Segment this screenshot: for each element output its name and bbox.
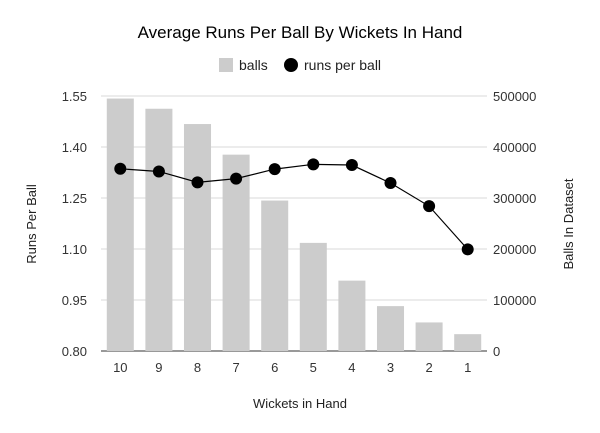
legend-swatch-balls	[219, 58, 233, 72]
x-tick-label: 1	[464, 360, 471, 375]
runs-per-ball-line	[120, 163, 469, 250]
legend-label-balls: balls	[239, 57, 268, 73]
bar-balls-6	[261, 200, 289, 351]
left-tick-label: 0.95	[62, 293, 87, 308]
right-tick-label: 200000	[493, 242, 536, 257]
legend-label-runs-per-ball: runs per ball	[304, 57, 381, 73]
left-tick-label: 1.10	[62, 242, 87, 257]
bar-balls-2	[415, 322, 443, 351]
x-axis-ticks: 10 9 8 7 6 5 4 3 2 1	[113, 360, 471, 375]
left-tick-label: 1.40	[62, 140, 87, 155]
bar-balls-4	[338, 280, 366, 351]
bar-balls-7	[222, 154, 250, 351]
right-tick-label: 300000	[493, 191, 536, 206]
bar-series	[106, 98, 482, 351]
x-tick-label: 9	[155, 360, 162, 375]
point-runs-per-ball-7	[230, 172, 243, 185]
x-tick-label: 2	[425, 360, 432, 375]
right-tick-label: 500000	[493, 89, 536, 104]
left-axis-ticks: 0.80 0.95 1.10 1.25 1.40 1.55	[62, 89, 87, 359]
right-tick-label: 0	[493, 344, 500, 359]
legend-marker-runs-per-ball	[284, 58, 298, 72]
right-tick-label: 100000	[493, 293, 536, 308]
point-runs-per-ball-2	[423, 200, 436, 213]
right-axis-title: Balls In Dataset	[561, 178, 576, 269]
x-tick-label: 3	[387, 360, 394, 375]
x-tick-label: 6	[271, 360, 278, 375]
bar-balls-1	[454, 334, 482, 351]
x-tick-label: 10	[113, 360, 127, 375]
left-axis-title: Runs Per Ball	[24, 184, 39, 264]
x-tick-label: 8	[194, 360, 201, 375]
bar-balls-8	[183, 124, 212, 351]
line-series	[114, 158, 474, 256]
right-tick-label: 400000	[493, 140, 536, 155]
left-tick-label: 0.80	[62, 344, 87, 359]
left-tick-label: 1.25	[62, 191, 87, 206]
legend: balls runs per ball	[219, 57, 381, 73]
right-axis-ticks: 0 100000 200000 300000 400000 500000	[493, 89, 536, 359]
point-runs-per-ball-3	[384, 177, 397, 190]
point-runs-per-ball-4	[345, 159, 358, 172]
point-runs-per-ball-5	[307, 158, 320, 171]
bar-balls-5	[299, 242, 327, 351]
bar-balls-10	[106, 98, 134, 351]
x-tick-label: 5	[310, 360, 317, 375]
point-runs-per-ball-6	[268, 163, 281, 176]
x-axis-title: Wickets in Hand	[253, 396, 347, 411]
bar-balls-3	[376, 306, 405, 351]
x-tick-label: 4	[348, 360, 355, 375]
left-tick-label: 1.55	[62, 89, 87, 104]
point-runs-per-ball-9	[152, 165, 165, 178]
point-runs-per-ball-1	[461, 243, 474, 256]
point-runs-per-ball-10	[114, 162, 127, 175]
point-runs-per-ball-8	[191, 176, 204, 189]
bar-balls-9	[145, 108, 173, 351]
x-tick-label: 7	[232, 360, 239, 375]
chart-title: Average Runs Per Ball By Wickets In Hand	[138, 23, 463, 42]
